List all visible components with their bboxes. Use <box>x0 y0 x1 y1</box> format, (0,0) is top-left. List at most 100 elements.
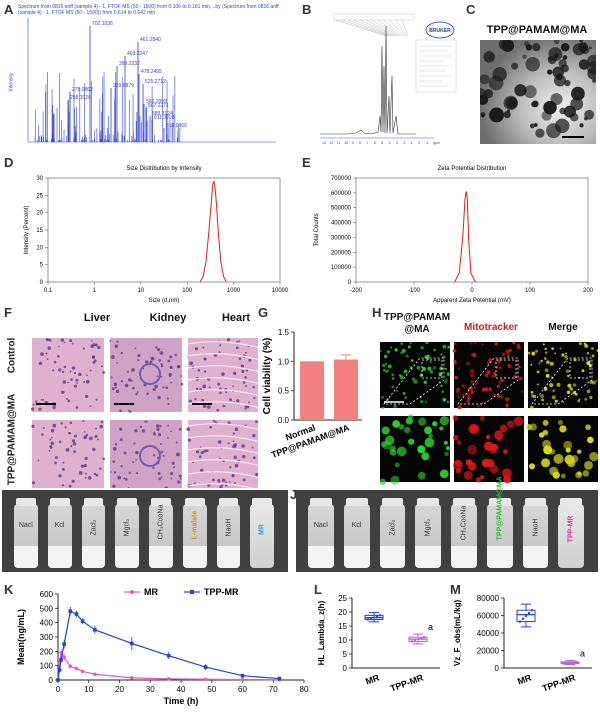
data-point <box>528 612 530 614</box>
fluorescent-dot <box>562 401 564 403</box>
fluorescent-dot <box>559 425 566 432</box>
data-point <box>75 667 79 671</box>
cell-nucleus <box>137 359 139 361</box>
cell-nucleus <box>146 421 148 423</box>
y-tick-label: 500 <box>40 604 54 613</box>
cell-nucleus <box>59 441 62 444</box>
cell-nucleus <box>121 352 123 354</box>
cell-nucleus <box>209 386 211 388</box>
fluorescent-dot <box>395 348 398 351</box>
cell-nucleus <box>180 478 182 480</box>
fluorescent-dot <box>543 420 549 426</box>
fluorescent-dot <box>556 383 560 387</box>
vial-label: L-malate <box>191 516 198 540</box>
cell-nucleus <box>203 358 206 361</box>
cell-nucleus <box>228 442 230 444</box>
fluorescent-dot <box>529 463 535 469</box>
vial-contents <box>523 546 549 568</box>
data-point <box>204 677 208 681</box>
data-point <box>69 609 73 613</box>
cell-nucleus <box>200 446 202 448</box>
x-tick-label: 1000 <box>227 288 241 294</box>
fluorescent-dot <box>454 376 458 380</box>
y-tick-label: 0.0 <box>278 416 290 425</box>
vial-contents <box>82 546 106 568</box>
fluorescent-dot <box>395 462 400 467</box>
cell-nucleus <box>81 465 84 468</box>
fluorescent-dot <box>402 349 406 353</box>
fluorescent-dot <box>420 346 424 350</box>
y-axis-label: Intensity (Percent) <box>24 206 30 255</box>
fluorescent-dot <box>521 390 524 393</box>
nmr-tick-label: 9 <box>352 141 354 145</box>
cell-nucleus <box>167 425 169 427</box>
vial-contents <box>14 546 38 568</box>
vial-label: TPP-MR <box>568 517 575 543</box>
fluorescent-dot <box>546 374 550 378</box>
cell-nucleus <box>160 443 162 445</box>
cell-nucleus <box>229 481 231 483</box>
vial-contents <box>217 546 241 568</box>
x-tick-label: 10000 <box>272 288 289 294</box>
cell-nucleus <box>142 429 145 432</box>
fluorescent-dot <box>575 393 578 396</box>
y-tick-label: 100 <box>40 662 54 671</box>
significance-label: a <box>580 649 585 659</box>
cell-nucleus <box>132 461 134 463</box>
tem-particle <box>530 123 535 128</box>
cell-nucleus <box>216 409 219 412</box>
cell-nucleus <box>194 398 196 400</box>
vial: TPP-MR <box>558 504 584 568</box>
fluorescent-dot <box>583 470 590 477</box>
fluorescent-dot <box>544 358 546 360</box>
fluorescent-dot <box>544 348 547 351</box>
cell-nucleus <box>120 465 122 467</box>
fluorescent-dot <box>457 396 459 398</box>
cell-nucleus <box>242 455 245 458</box>
fluorescent-dot <box>420 400 423 403</box>
fluorescent-dot <box>433 366 436 369</box>
fluorescent-dot <box>491 375 494 378</box>
cell-nucleus <box>207 405 211 409</box>
fluorescent-dot <box>391 373 394 376</box>
cell-nucleus <box>102 457 105 460</box>
cell-nucleus <box>76 382 78 384</box>
data-point <box>370 617 372 619</box>
legend-marker <box>190 590 194 594</box>
data-point <box>569 662 571 664</box>
cell-nucleus <box>116 390 119 393</box>
fluorescent-dot <box>573 383 576 386</box>
fluorescent-dot <box>404 427 410 433</box>
y-tick-label: 10 <box>338 636 347 645</box>
y-tick-label: 0 <box>40 280 44 286</box>
cell-nucleus <box>92 356 95 359</box>
fluorescent-dot <box>393 404 397 408</box>
x-tick-label: TPP-MR <box>541 672 577 693</box>
fluorescent-dot <box>565 352 567 354</box>
fluorescent-dot <box>470 369 474 373</box>
cell-nucleus <box>234 443 237 446</box>
fluorescent-dot <box>480 416 485 421</box>
data-point <box>167 654 171 658</box>
x-tick-label: 30 <box>146 685 155 694</box>
x-tick-label: 0 <box>470 288 474 294</box>
fluorescent-dot <box>381 406 384 409</box>
fluorescence-panel: TPP@PAMAM @MA Mitotracker Merge <box>376 308 600 488</box>
fluorescent-dot <box>545 368 549 372</box>
fluorescent-dot <box>439 426 443 430</box>
vial-contents <box>415 546 441 568</box>
fluorescent-dot <box>467 396 470 399</box>
fluorescent-dot <box>579 342 582 345</box>
cell-nucleus <box>146 393 148 395</box>
cell-nucleus <box>70 445 72 447</box>
tem-particle <box>491 113 499 121</box>
cell-nucleus <box>111 376 113 378</box>
cell-nucleus <box>217 479 220 482</box>
cell-nucleus <box>233 432 235 434</box>
tem-particle <box>480 74 490 84</box>
cell-nucleus <box>153 454 155 456</box>
data-point <box>81 670 85 674</box>
